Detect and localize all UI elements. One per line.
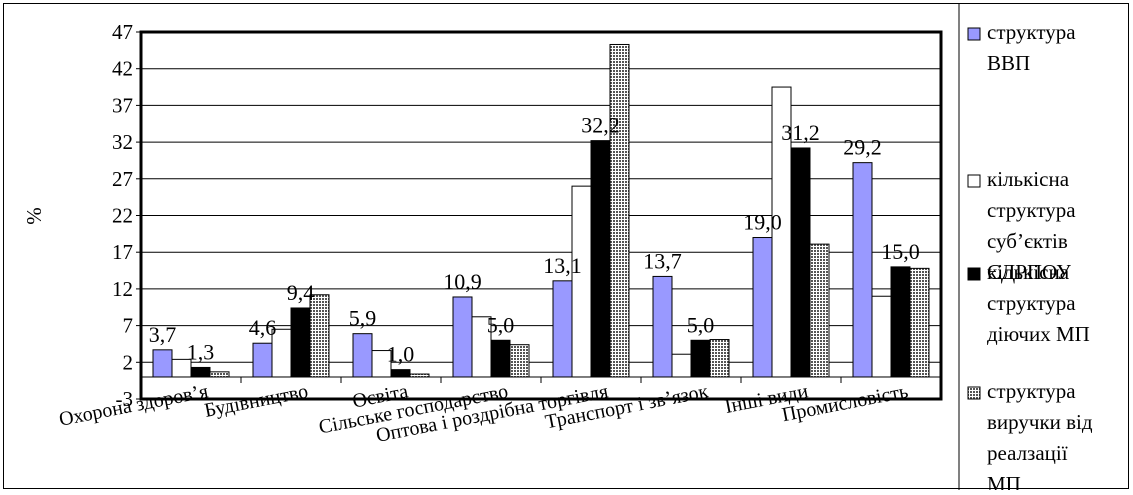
bars xyxy=(152,43,930,378)
bar-2 xyxy=(871,295,892,378)
bar-1 xyxy=(752,237,773,378)
plot-area-border xyxy=(139,30,943,401)
y-tick-label: 37 xyxy=(112,93,133,117)
y-tick-label: 32 xyxy=(112,130,133,154)
bar-4 xyxy=(209,371,230,378)
x-tick-label: Охорона здоров’я xyxy=(57,380,210,430)
bar-3 xyxy=(190,366,211,378)
data-label: 32,2 xyxy=(581,113,620,138)
bar-3 xyxy=(690,339,711,378)
bar-3 xyxy=(890,266,911,378)
legend-swatch xyxy=(967,386,981,400)
data-label: 4,6 xyxy=(249,315,277,340)
bar-1 xyxy=(652,275,673,378)
chart-frame: 3,7 1,3 4,6 9,4 5,9 1,0 10,9 5,0 13,1 32,2 13,7 5,0… xyxy=(3,3,1129,495)
bar-2 xyxy=(571,185,592,378)
bar-1 xyxy=(252,342,273,378)
y-tick-label: 22 xyxy=(112,204,133,228)
y-tick-label: 42 xyxy=(112,57,133,81)
y-tick-label: 2 xyxy=(123,350,134,374)
bar-chart: 3,71,34,69,45,91,010,95,013,132,213,75,0… xyxy=(22,4,1093,495)
bar-3 xyxy=(790,147,811,378)
bar-4 xyxy=(709,339,730,378)
y-tick-label: 27 xyxy=(112,167,133,191)
bar-1 xyxy=(152,349,173,378)
legend-swatch xyxy=(967,267,981,281)
y-axis-title: % xyxy=(22,207,46,225)
y-tick-label: -3 xyxy=(116,387,134,411)
bar-4 xyxy=(509,344,530,378)
y-tick-label: 17 xyxy=(112,240,133,264)
legend-entry: кількісна структура суб’єктів ЄДРПОУ xyxy=(987,167,1076,284)
y-tick-label: 7 xyxy=(123,314,134,338)
data-labels: 3,71,34,69,45,91,010,95,013,132,213,75,0… xyxy=(149,113,920,367)
data-label: 5,9 xyxy=(349,306,377,331)
bar-3 xyxy=(590,140,611,378)
legend-entry: кількісна структура діючих МП xyxy=(987,260,1090,346)
bar-4 xyxy=(609,43,630,378)
bar-2 xyxy=(671,353,692,378)
legend-entry: структура виручки від реалзації МП xyxy=(987,379,1093,490)
data-label: 3,7 xyxy=(149,322,177,347)
data-label: 5,0 xyxy=(687,312,715,337)
data-label: 13,1 xyxy=(543,253,582,278)
bar-3 xyxy=(490,339,511,378)
bar-3 xyxy=(290,307,311,378)
y-tick-label: 47 xyxy=(112,20,133,44)
legend: структура ВВП кількісна структура суб’єктів Є… xyxy=(958,4,1093,495)
data-label: 10,9 xyxy=(443,269,482,294)
bar-4 xyxy=(309,294,330,378)
data-label: 1,0 xyxy=(387,342,415,367)
bar-1 xyxy=(552,280,573,378)
bar-1 xyxy=(352,333,373,378)
bar-1 xyxy=(852,162,873,378)
axes xyxy=(136,30,943,401)
data-label: 19,0 xyxy=(743,210,782,235)
bar-3 xyxy=(390,369,411,378)
data-label: 31,2 xyxy=(781,120,820,145)
bar-4 xyxy=(809,243,830,378)
data-label: 1,3 xyxy=(187,339,215,364)
legend-entry: структура ВВП xyxy=(987,20,1076,75)
bar-1 xyxy=(452,296,473,378)
data-label: 5,0 xyxy=(487,312,515,337)
legend-swatch xyxy=(967,174,981,188)
y-tick-label: 12 xyxy=(112,277,133,301)
bar-4 xyxy=(909,267,930,378)
x-tick-label: Будівництво xyxy=(203,380,310,422)
data-label: 29,2 xyxy=(843,135,882,160)
legend-swatch xyxy=(967,27,981,41)
data-label: 9,4 xyxy=(287,280,315,305)
data-label: 15,0 xyxy=(881,239,920,264)
data-label: 13,7 xyxy=(643,248,682,273)
